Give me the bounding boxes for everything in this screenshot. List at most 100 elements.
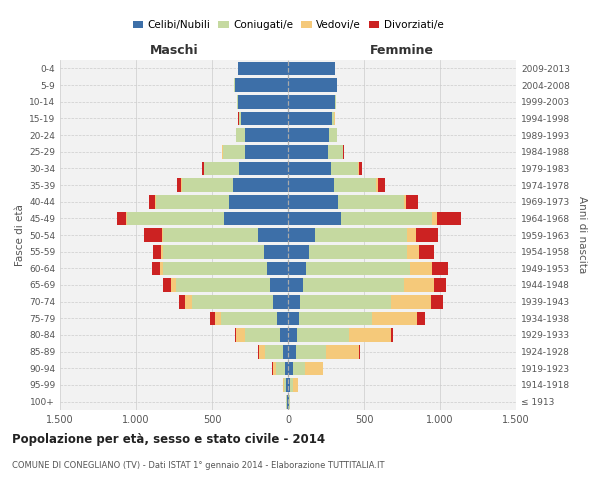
Bar <box>404 278 434 292</box>
Bar <box>223 145 245 158</box>
Bar <box>332 112 334 125</box>
Bar <box>283 345 288 358</box>
Bar <box>391 328 393 342</box>
Bar <box>293 362 305 375</box>
Bar <box>211 312 215 325</box>
Bar <box>288 212 341 225</box>
Bar <box>288 395 289 408</box>
Y-axis label: Fasce di età: Fasce di età <box>15 204 25 266</box>
Text: Popolazione per età, sesso e stato civile - 2014: Popolazione per età, sesso e stato civil… <box>12 432 325 446</box>
Bar <box>300 295 391 308</box>
Bar <box>288 162 331 175</box>
Bar <box>270 278 288 292</box>
Text: COMUNE DI CONEGLIANO (TV) - Dati ISTAT 1° gennaio 2014 - Elaborazione TUTTITALIA: COMUNE DI CONEGLIANO (TV) - Dati ISTAT 1… <box>12 460 385 469</box>
Bar <box>377 178 385 192</box>
Bar <box>341 212 433 225</box>
Bar <box>288 328 297 342</box>
Bar <box>233 178 288 192</box>
Bar <box>127 212 224 225</box>
Bar <box>171 278 176 292</box>
Bar <box>152 262 160 275</box>
Bar <box>192 295 273 308</box>
Bar <box>245 128 288 142</box>
Bar <box>222 145 223 158</box>
Bar <box>287 395 288 408</box>
Bar <box>359 345 360 358</box>
Bar <box>309 245 407 258</box>
Bar <box>299 312 371 325</box>
Bar <box>288 295 300 308</box>
Bar <box>407 245 419 258</box>
Bar <box>162 228 163 242</box>
Bar <box>143 228 162 242</box>
Bar <box>229 195 288 208</box>
Bar <box>276 362 285 375</box>
Bar <box>306 262 410 275</box>
Bar <box>280 328 288 342</box>
Bar <box>265 345 283 358</box>
Bar <box>416 228 439 242</box>
Bar <box>288 178 334 192</box>
Bar <box>239 162 288 175</box>
Bar <box>215 312 221 325</box>
Bar <box>155 195 156 208</box>
Bar <box>163 262 267 275</box>
Bar <box>328 145 343 158</box>
Bar <box>273 362 276 375</box>
Bar <box>205 162 239 175</box>
Bar <box>263 245 288 258</box>
Bar <box>288 378 290 392</box>
Bar <box>410 262 433 275</box>
Bar <box>154 245 161 258</box>
Bar <box>235 328 236 342</box>
Bar <box>349 328 391 342</box>
Bar <box>334 178 376 192</box>
Bar <box>297 328 349 342</box>
Bar <box>343 145 344 158</box>
Bar <box>316 228 407 242</box>
Text: Femmine: Femmine <box>370 44 434 57</box>
Bar <box>156 195 229 208</box>
Bar <box>376 178 377 192</box>
Bar <box>202 162 204 175</box>
Bar <box>406 195 418 208</box>
Bar <box>433 212 437 225</box>
Bar <box>283 378 284 392</box>
Bar <box>288 62 335 75</box>
Bar <box>296 345 326 358</box>
Bar <box>407 228 416 242</box>
Bar <box>267 262 288 275</box>
Bar <box>305 362 323 375</box>
Bar <box>288 245 309 258</box>
Bar <box>288 112 332 125</box>
Bar <box>329 128 337 142</box>
Legend: Celibi/Nubili, Coniugati/e, Vedovi/e, Divorziati/e: Celibi/Nubili, Coniugati/e, Vedovi/e, Di… <box>128 16 448 34</box>
Bar <box>284 378 286 392</box>
Bar <box>179 295 185 308</box>
Bar <box>224 212 288 225</box>
Bar <box>285 362 288 375</box>
Bar <box>289 395 290 408</box>
Bar <box>286 378 288 392</box>
Bar <box>404 195 406 208</box>
Bar <box>288 312 299 325</box>
Bar <box>235 78 288 92</box>
Bar <box>259 345 265 358</box>
Bar <box>236 328 245 342</box>
Bar <box>417 312 425 325</box>
Text: Maschi: Maschi <box>149 44 199 57</box>
Y-axis label: Anni di nascita: Anni di nascita <box>577 196 587 274</box>
Bar <box>239 112 241 125</box>
Bar <box>163 278 171 292</box>
Bar <box>331 162 358 175</box>
Bar <box>288 228 316 242</box>
Bar <box>288 362 293 375</box>
Bar <box>433 262 448 275</box>
Bar <box>434 278 446 292</box>
Bar <box>241 112 288 125</box>
Bar <box>286 395 287 408</box>
Bar <box>163 245 263 258</box>
Bar <box>116 212 125 225</box>
Bar <box>391 295 431 308</box>
Bar <box>338 195 404 208</box>
